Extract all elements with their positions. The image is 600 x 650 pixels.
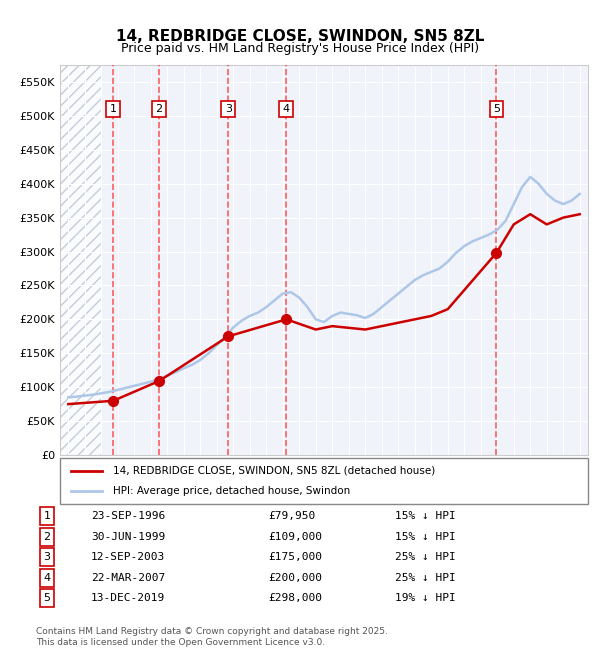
Text: 25% ↓ HPI: 25% ↓ HPI [395, 552, 455, 562]
Text: 30-JUN-1999: 30-JUN-1999 [91, 532, 166, 541]
Text: £175,000: £175,000 [268, 552, 322, 562]
Text: 2: 2 [43, 532, 50, 541]
Text: 1: 1 [44, 512, 50, 521]
Text: 5: 5 [493, 104, 500, 114]
Text: £298,000: £298,000 [268, 593, 322, 603]
Text: 3: 3 [225, 104, 232, 114]
Text: 1: 1 [110, 104, 117, 114]
Text: 4: 4 [283, 104, 290, 114]
Text: 15% ↓ HPI: 15% ↓ HPI [395, 512, 455, 521]
Text: £200,000: £200,000 [268, 573, 322, 582]
Text: 22-MAR-2007: 22-MAR-2007 [91, 573, 166, 582]
Text: 3: 3 [44, 552, 50, 562]
Text: 14, REDBRIDGE CLOSE, SWINDON, SN5 8ZL: 14, REDBRIDGE CLOSE, SWINDON, SN5 8ZL [116, 29, 484, 44]
Text: 4: 4 [43, 573, 50, 582]
Text: 25% ↓ HPI: 25% ↓ HPI [395, 573, 455, 582]
Text: Price paid vs. HM Land Registry's House Price Index (HPI): Price paid vs. HM Land Registry's House … [121, 42, 479, 55]
Text: 13-DEC-2019: 13-DEC-2019 [91, 593, 166, 603]
Text: £109,000: £109,000 [268, 532, 322, 541]
Text: 2: 2 [155, 104, 163, 114]
Text: HPI: Average price, detached house, Swindon: HPI: Average price, detached house, Swin… [113, 486, 350, 496]
Text: 5: 5 [44, 593, 50, 603]
Text: 12-SEP-2003: 12-SEP-2003 [91, 552, 166, 562]
Text: 15% ↓ HPI: 15% ↓ HPI [395, 532, 455, 541]
Text: Contains HM Land Registry data © Crown copyright and database right 2025.
This d: Contains HM Land Registry data © Crown c… [36, 627, 388, 647]
Text: 14, REDBRIDGE CLOSE, SWINDON, SN5 8ZL (detached house): 14, REDBRIDGE CLOSE, SWINDON, SN5 8ZL (d… [113, 466, 435, 476]
Text: £79,950: £79,950 [268, 512, 315, 521]
Text: 23-SEP-1996: 23-SEP-1996 [91, 512, 166, 521]
FancyBboxPatch shape [60, 458, 588, 504]
Text: 19% ↓ HPI: 19% ↓ HPI [395, 593, 455, 603]
